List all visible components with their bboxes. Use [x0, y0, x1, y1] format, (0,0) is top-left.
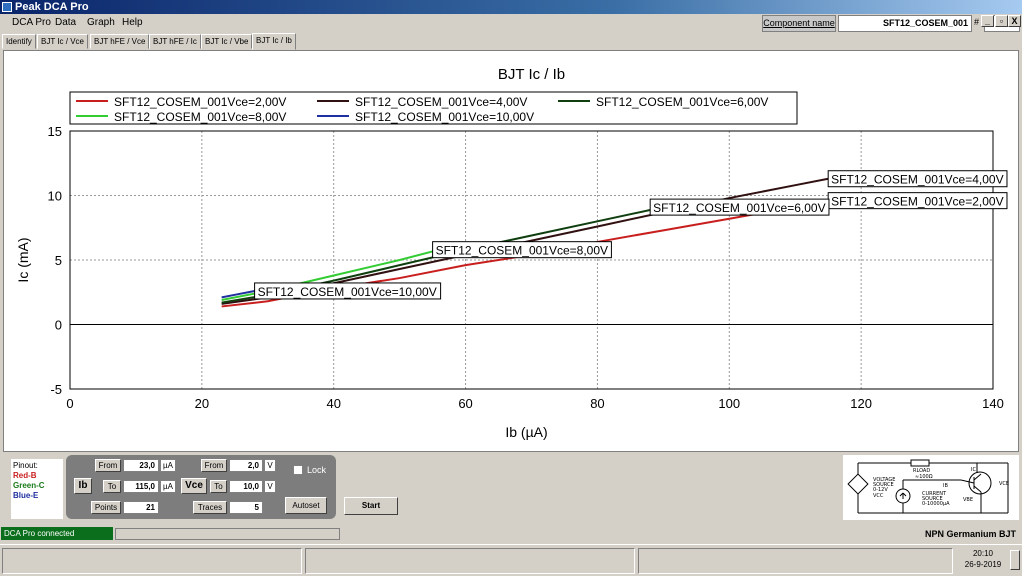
circuit-schematic: RLOAD ≈100Ω IC IB VOLTAGE SOURCE 0-12V V… [843, 455, 1019, 520]
tab-ic-vbe[interactable]: BJT Ic / Vbe [201, 34, 252, 49]
x-tick-label: 120 [850, 396, 872, 411]
taskbar-segment-1[interactable] [2, 548, 302, 574]
traces-label: Traces [193, 501, 227, 514]
system-clock[interactable]: 20:10 26-9-2019 [958, 548, 1008, 570]
start-button[interactable]: Start [344, 497, 398, 515]
y-axis-label: Ic (mA) [15, 237, 31, 282]
x-tick-label: 40 [326, 396, 340, 411]
restore-button[interactable]: ▫ [995, 15, 1008, 27]
tab-identify[interactable]: Identify [2, 34, 36, 49]
progress-bar [115, 528, 340, 540]
menu-data[interactable]: Data [55, 17, 76, 28]
minimize-button[interactable]: _ [981, 15, 994, 27]
annotation-label: SFT12_COSEM_001Vce=4,00V [831, 173, 1003, 187]
menu-dca-pro[interactable]: DCA Pro [12, 17, 51, 28]
annotation-label: SFT12_COSEM_001Vce=6,00V [653, 201, 825, 215]
points-label: Points [91, 501, 121, 514]
x-tick-label: 60 [458, 396, 472, 411]
ib-to-input[interactable]: 115,0 [123, 480, 159, 493]
vcc-label: VCC [873, 493, 884, 499]
close-button[interactable]: X [1008, 15, 1021, 27]
lock-checkbox[interactable] [293, 465, 303, 475]
vbe-label: VBE [963, 497, 973, 503]
component-name-label[interactable]: Component name [762, 15, 836, 32]
ib-from-unit: µA [160, 459, 176, 472]
x-axis-label: Ib (µA) [505, 424, 547, 440]
ib-circuit-label: IB [943, 483, 948, 489]
x-tick-label: 80 [590, 396, 604, 411]
y-tick-label: 0 [55, 318, 62, 333]
vce-from-input[interactable]: 2,0 [229, 459, 263, 472]
ib-label: Ib [74, 478, 92, 494]
app-icon [2, 2, 12, 12]
chart-title: BJT Ic / Ib [498, 66, 565, 83]
tab-hfe-ic[interactable]: BJT hFE / Ic [149, 34, 201, 49]
vce-to-label: To [210, 480, 227, 493]
device-type-label: NPN Germanium BJT [843, 527, 1021, 541]
taskbar-segment-2[interactable] [305, 548, 635, 574]
legend-label-5: SFT12_COSEM_001Vce=10,00V [355, 110, 534, 124]
x-tick-label: 140 [982, 396, 1004, 411]
pinout-emitter: Blue-E [13, 491, 61, 501]
plot-panel: 0 20 40 60 80 100 120 140 -5 0 5 10 15 BJT Ic / Ib Ib … [3, 50, 1019, 452]
chart-area: 0 20 40 60 80 100 120 140 -5 0 5 10 15 BJT Ic / Ib Ib … [4, 51, 1018, 451]
pinout-box: Pinout: Red-B Green-C Blue-E [11, 459, 63, 519]
lock-label: Lock [307, 465, 326, 475]
autoset-button[interactable]: Autoset [285, 497, 327, 514]
menu-help[interactable]: Help [122, 17, 143, 28]
ib-from-label: From [95, 459, 121, 472]
connection-status: DCA Pro connected [1, 527, 113, 540]
rload-value: ≈100Ω [915, 474, 933, 480]
pinout-base: Red-B [13, 471, 61, 481]
pinout-collector: Green-C [13, 481, 61, 491]
vce-to-unit: V [264, 480, 276, 493]
clock-date: 26-9-2019 [958, 559, 1008, 570]
tab-hfe-vce[interactable]: BJT hFE / Vce [90, 34, 149, 49]
menu-graph[interactable]: Graph [87, 17, 115, 28]
component-name-field[interactable]: SFT12_COSEM_001 [838, 15, 972, 32]
x-tick-label: 100 [718, 396, 740, 411]
pinout-title: Pinout: [13, 461, 61, 471]
ib-from-input[interactable]: 23,0 [123, 459, 159, 472]
y-tick-label: 15 [48, 124, 62, 139]
vce-from-unit: V [264, 459, 276, 472]
legend-label-3: SFT12_COSEM_001Vce=6,00V [596, 95, 768, 109]
legend-label-4: SFT12_COSEM_001Vce=8,00V [114, 110, 286, 124]
x-tick-label: 0 [66, 396, 73, 411]
tab-strip: Identify BJT Ic / Vce BJT hFE / Vce BJT … [0, 34, 1022, 50]
vce-label: Vce [181, 478, 207, 494]
clock-time: 20:10 [958, 548, 1008, 559]
ib-to-unit: µA [160, 480, 176, 493]
vce-circuit-label: VCE [999, 481, 1009, 487]
points-input[interactable]: 21 [123, 501, 159, 514]
annotation-label: SFT12_COSEM_001Vce=2,00V [831, 195, 1003, 209]
legend-label-1: SFT12_COSEM_001Vce=2,00V [114, 95, 286, 109]
traces-input[interactable]: 5 [229, 501, 263, 514]
taskbar-segment-3[interactable] [638, 548, 953, 574]
y-tick-label: -5 [50, 382, 62, 397]
vce-to-input[interactable]: 10,0 [229, 480, 263, 493]
window-title: Peak DCA Pro [15, 0, 89, 14]
current-source-range: 0-10000µA [922, 501, 950, 507]
ib-to-label: To [103, 480, 121, 493]
y-tick-label: 5 [55, 253, 62, 268]
ic-label: IC [971, 467, 976, 473]
circuit-diagram: RLOAD ≈100Ω IC IB VOLTAGE SOURCE 0-12V V… [843, 455, 1019, 520]
title-bar: Peak DCA Pro [0, 0, 1022, 14]
tab-ic-vce[interactable]: BJT Ic / Vce [37, 34, 88, 49]
x-tick-label: 20 [195, 396, 209, 411]
taskbar-scroll[interactable] [1010, 550, 1020, 570]
annotation-label: SFT12_COSEM_001Vce=10,00V [258, 285, 437, 299]
vce-from-label: From [201, 459, 227, 472]
legend-label-2: SFT12_COSEM_001Vce=4,00V [355, 95, 527, 109]
y-tick-label: 10 [48, 189, 62, 204]
tab-ic-ib[interactable]: BJT Ic / Ib [252, 33, 296, 50]
index-hash-label: # [974, 17, 979, 27]
annotation-label: SFT12_COSEM_001Vce=8,00V [436, 244, 608, 258]
